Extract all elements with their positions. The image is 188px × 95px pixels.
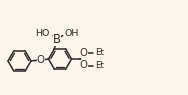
Text: O: O bbox=[80, 48, 87, 57]
Text: B: B bbox=[53, 33, 61, 46]
Text: Et: Et bbox=[95, 48, 104, 57]
Text: O: O bbox=[37, 55, 45, 65]
Text: Et: Et bbox=[95, 61, 104, 70]
Text: HO: HO bbox=[35, 29, 50, 38]
Text: O: O bbox=[80, 61, 87, 70]
Text: OH: OH bbox=[65, 29, 79, 38]
